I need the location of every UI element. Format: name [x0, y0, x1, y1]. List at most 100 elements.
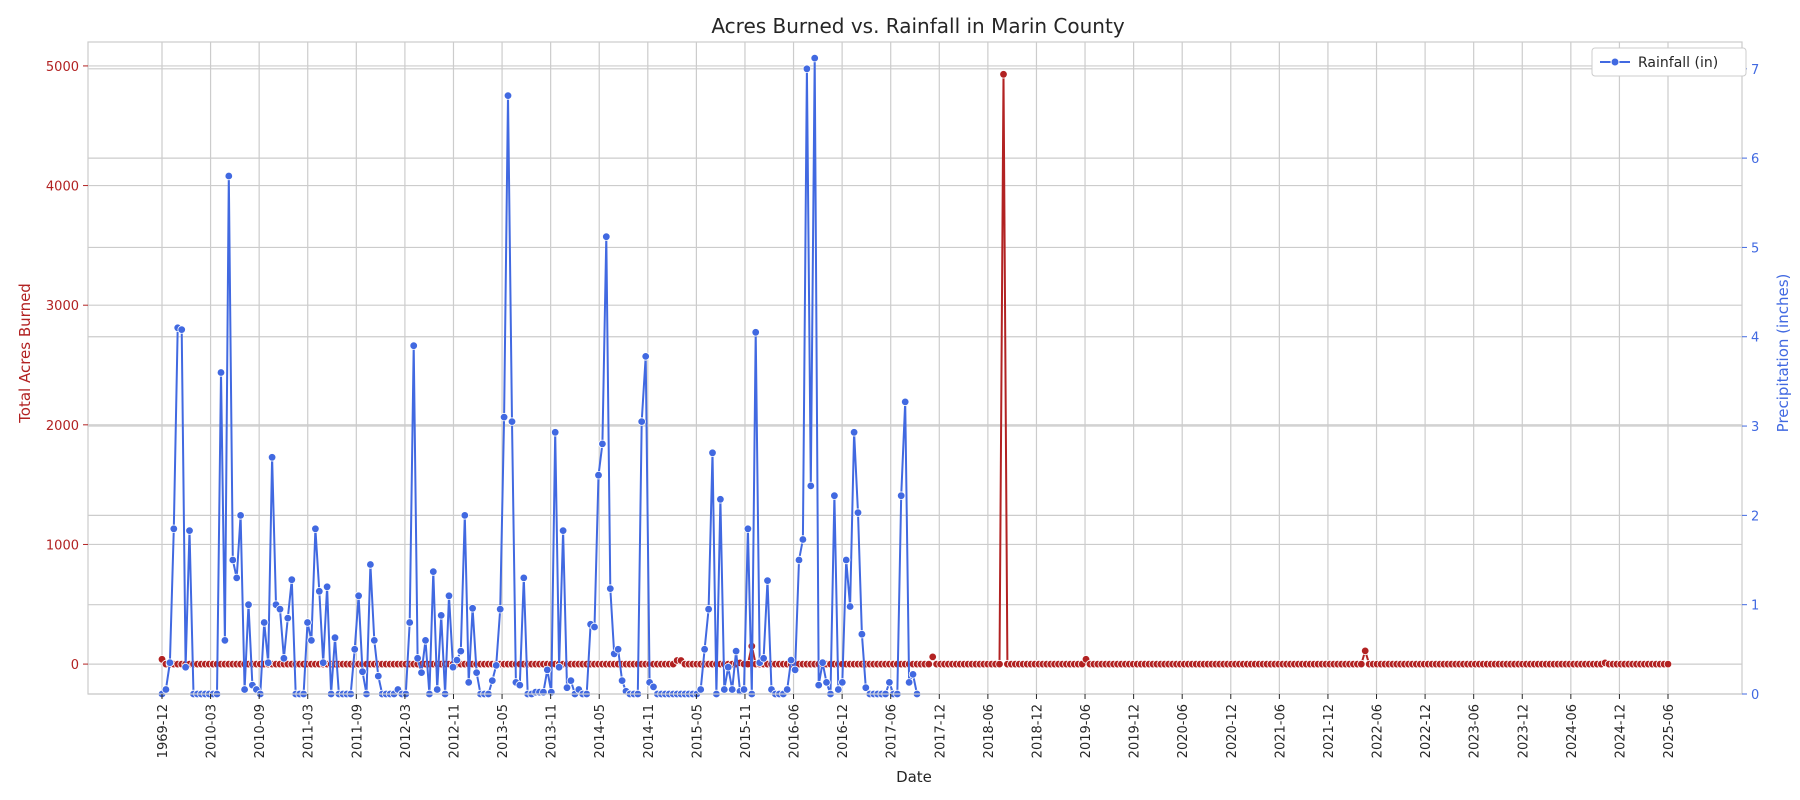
rainfall-point	[606, 584, 615, 593]
x-tick-label: 2014-05	[593, 704, 608, 758]
legend-rain-label: Rainfall (in)	[1638, 55, 1718, 71]
left-tick-label: 3000	[46, 299, 79, 314]
rainfall-point	[810, 53, 819, 63]
left-tick-label: 0	[71, 658, 79, 673]
right-tick-label: 0	[1751, 688, 1759, 703]
x-tick-label: 2021-12	[1322, 704, 1337, 758]
rainfall-point	[594, 471, 603, 480]
rainfall-point	[185, 526, 194, 535]
x-tick-label: 2011-03	[302, 704, 317, 758]
x-tick-label: 2016-06	[788, 704, 803, 758]
rainfall-point	[794, 555, 804, 565]
rainfall-point	[260, 618, 269, 627]
left-tick-label: 2000	[46, 419, 79, 434]
rainfall-point	[798, 535, 808, 544]
rainfall-point	[224, 171, 233, 181]
rainfall-point	[708, 448, 717, 457]
right-tick-label: 3	[1751, 420, 1759, 435]
rainfall-point	[566, 676, 576, 685]
rainfall-point	[554, 663, 564, 672]
left-tick-label: 4000	[46, 180, 79, 195]
x-tick-label: 2024-12	[1613, 704, 1628, 758]
rainfall-point	[287, 575, 296, 584]
rainfall-point	[279, 654, 289, 663]
rainfall-point	[720, 685, 729, 694]
rainfall-point	[806, 481, 815, 491]
rainfall-point	[759, 654, 768, 663]
x-tick-label: 2012-03	[399, 704, 414, 758]
left-axis-label: Total Acres Burned	[16, 283, 34, 424]
rainfall-point	[613, 645, 623, 654]
rainfall-point	[181, 663, 190, 672]
rainfall-point	[818, 658, 827, 667]
rainfall-point	[161, 685, 171, 694]
rainfall-point	[897, 491, 906, 500]
rainfall-point	[468, 604, 477, 613]
rainfall-point	[307, 636, 316, 645]
rainfall-point	[649, 682, 658, 692]
rainfall-point	[641, 352, 650, 361]
rainfall-point	[448, 663, 458, 672]
rainfall-point	[814, 680, 823, 690]
rainfall-point	[437, 611, 446, 620]
x-tick-label: 2018-12	[1030, 704, 1045, 758]
right-tick-label: 4	[1751, 331, 1759, 346]
rainfall-point	[539, 688, 548, 697]
rainfall-point	[330, 633, 340, 642]
rainfall-point	[704, 605, 713, 614]
rainfall-point	[783, 685, 792, 694]
legend-box	[1591, 47, 1747, 77]
rainfall-point	[366, 560, 375, 569]
rainfall-point	[232, 573, 241, 583]
rainfall-point	[433, 685, 442, 694]
rainfall-point	[452, 655, 462, 665]
rainfall-point	[853, 508, 863, 517]
rainfall-point	[315, 587, 324, 596]
x-tick-label: 2013-05	[496, 704, 511, 758]
rainfall-point	[519, 573, 528, 583]
right-axis-ticks: 0 1 2 3 4 5 6 7	[1742, 63, 1759, 703]
x-tick-label: 2023-12	[1516, 704, 1531, 758]
right-axis-label: Precipitation (inches)	[1774, 274, 1792, 433]
rainfall-point	[460, 511, 469, 520]
x-tick-label: 2019-12	[1128, 704, 1143, 758]
x-tick-label: 2020-06	[1176, 704, 1191, 758]
chart-title: Acres Burned vs. Rainfall in Marin Count…	[711, 14, 1124, 38]
left-tick-label: 5000	[46, 60, 79, 75]
rainfall-point	[275, 605, 285, 614]
rainfall-point	[904, 678, 914, 687]
rainfall-point	[763, 576, 772, 585]
rainfall-point	[492, 661, 501, 670]
rainfall-point	[507, 417, 517, 426]
rainfall-point	[830, 491, 839, 500]
x-tick-label: 2022-06	[1371, 704, 1386, 758]
x-tick-label: 2023-06	[1468, 704, 1483, 758]
x-tick-label: 1969-12	[156, 704, 171, 758]
rainfall-point	[849, 428, 859, 437]
rainfall-point	[417, 668, 426, 677]
rainfall-point	[562, 683, 572, 692]
right-tick-label: 6	[1751, 152, 1759, 167]
acres-point	[1360, 646, 1370, 656]
rainfall-point	[885, 678, 894, 687]
rainfall-point	[464, 678, 473, 687]
rainfall-point	[700, 645, 709, 654]
rainfall-point	[861, 683, 870, 692]
x-tick-label: 2017-06	[885, 704, 900, 758]
rainfall-point	[901, 397, 910, 407]
rainfall-point	[488, 676, 497, 685]
x-tick-label: 2022-12	[1419, 704, 1434, 758]
rainfall-point	[319, 658, 328, 667]
rainfall-point	[496, 605, 505, 614]
acres-point	[999, 70, 1008, 79]
rainfall-point	[444, 591, 454, 600]
rainfall-point	[637, 417, 646, 426]
rainfall-point	[822, 678, 831, 687]
rainfall-point	[177, 325, 186, 334]
rainfall-point	[515, 680, 524, 690]
right-tick-label: 2	[1751, 509, 1759, 524]
x-tick-label: 2020-12	[1225, 704, 1240, 758]
rainfall-point	[728, 685, 737, 694]
left-tick-label: 1000	[46, 538, 79, 553]
